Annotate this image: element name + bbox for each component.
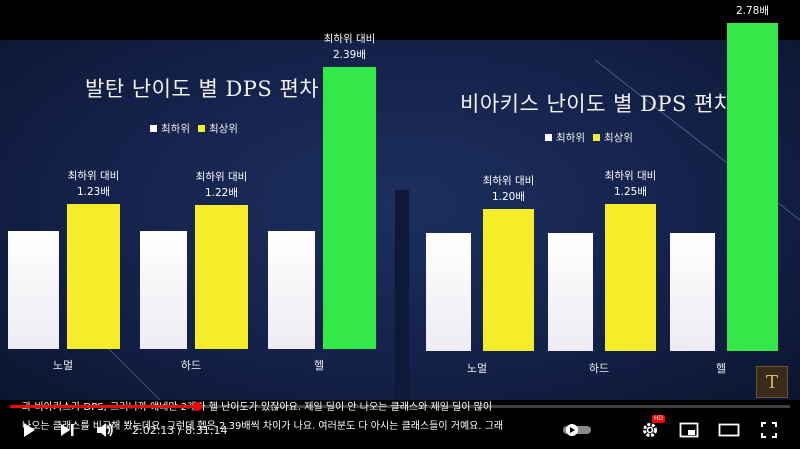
legend-label: 최상위 xyxy=(208,123,238,135)
ratio-label-line1: 최하위 대비 xyxy=(195,171,248,184)
fullscreen-icon[interactable] xyxy=(756,418,782,442)
legend-swatch-white xyxy=(545,134,552,141)
progress-scrubber[interactable] xyxy=(193,402,203,411)
category-label: 헬 xyxy=(715,362,727,375)
ratio-label-value: 2.39배 xyxy=(332,48,367,61)
ratio-label: 최하위 대비 1.23배 xyxy=(68,168,120,200)
volume-icon[interactable] xyxy=(92,418,118,442)
legend-label: 최하위 xyxy=(161,123,190,135)
legend-label: 최하위 xyxy=(556,132,585,144)
legend-item-lowest: 최하위 xyxy=(150,121,190,136)
legend-swatch-yellow xyxy=(197,125,205,132)
next-icon[interactable] xyxy=(54,418,80,442)
subtitle-line-2: 나오는 클래스를 비교해 봤는데요. 그런데 헬은 2.39배씩 차이가 나요.… xyxy=(22,421,504,432)
legend-item-highest: 최상위 xyxy=(197,121,238,136)
subtitle-line-1: 과 비아키스가 DPS, 그러니까 얘네만 2개가 헬 난이도가 있잖아요. 제… xyxy=(22,402,493,413)
bar-highest xyxy=(483,209,534,351)
bar-lowest xyxy=(268,231,315,349)
video-frame[interactable] xyxy=(0,40,800,400)
legend-swatch-white xyxy=(150,125,157,132)
bar-highest xyxy=(195,205,248,349)
bar-highest xyxy=(605,203,656,351)
theater-icon[interactable] xyxy=(716,418,742,442)
right-chart-title: 비아키스 난이도 별 DPS 편차 xyxy=(460,92,734,116)
bar-lowest xyxy=(8,231,59,349)
legend-label: 최상위 xyxy=(603,132,633,144)
channel-logo-icon: T xyxy=(756,366,788,398)
left-chart-legend: 최하위 최상위 xyxy=(150,121,238,136)
bar-lowest xyxy=(548,233,593,351)
ratio-label-line1: 최하위 대비 xyxy=(67,169,120,182)
ratio-label-value: 2.78배 xyxy=(735,4,770,17)
control-bar: 2:02:13 / 8:31:14 HD xyxy=(0,412,800,449)
category-label: 하드 xyxy=(180,359,202,372)
legend-item-highest: 최상위 xyxy=(592,130,633,145)
ratio-label: 최하위 대비 1.22배 xyxy=(196,169,248,201)
settings-icon[interactable]: HD xyxy=(637,415,665,442)
category-label: 하드 xyxy=(588,362,610,375)
bar-lowest xyxy=(426,233,471,351)
miniplayer-icon[interactable] xyxy=(676,418,702,442)
ratio-label-value: 1.20배 xyxy=(491,191,526,204)
bar-lowest xyxy=(140,231,187,349)
ratio-label: 최하위 대비 1.25배 xyxy=(605,168,657,200)
progress-bar[interactable] xyxy=(10,402,790,411)
ratio-label-line1: 최하위 대비 xyxy=(604,169,657,182)
bar-highest-hell xyxy=(323,66,376,349)
left-chart-title: 발탄 난이도 별 DPS 편차 xyxy=(85,77,320,101)
ratio-label: 최하위 대비 2.39배 xyxy=(324,31,376,63)
bar-lowest xyxy=(670,233,715,351)
ratio-label: 최하위 대비 1.20배 xyxy=(483,173,535,205)
bar-highest xyxy=(67,203,120,349)
category-label: 헬 xyxy=(313,359,325,372)
ratio-label-value: 1.23배 xyxy=(76,185,111,198)
category-label: 노멀 xyxy=(52,359,74,372)
time-display: 2:02:13 / 8:31:14 xyxy=(132,424,228,437)
ratio-label-line1: 최하위 대비 xyxy=(323,32,376,45)
play-icon[interactable] xyxy=(16,418,42,442)
hd-badge: HD xyxy=(651,415,665,423)
ratio-label-value: 1.25배 xyxy=(613,185,648,198)
legend-swatch-yellow xyxy=(592,134,600,141)
category-label: 노멀 xyxy=(466,362,488,375)
panel-divider xyxy=(395,190,409,400)
ratio-label-value: 1.22배 xyxy=(204,187,239,200)
ratio-label-line1: 최하위 대비 xyxy=(727,0,779,3)
right-chart-legend: 최하위 최상위 xyxy=(545,130,633,145)
bar-highest-hell xyxy=(727,22,778,351)
ratio-label-line1: 최하위 대비 xyxy=(482,175,535,188)
autoplay-toggle[interactable] xyxy=(560,418,594,442)
progress-played xyxy=(10,405,198,408)
legend-item-lowest: 최하위 xyxy=(545,130,585,145)
ratio-label: 최하위 대비2.78배 xyxy=(727,0,779,19)
